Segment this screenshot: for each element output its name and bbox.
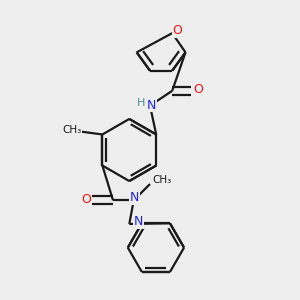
Text: H: H: [137, 98, 145, 108]
Text: CH₃: CH₃: [152, 176, 172, 185]
Text: O: O: [172, 24, 182, 37]
Text: O: O: [81, 193, 91, 206]
Text: CH₃: CH₃: [62, 125, 82, 135]
Text: N: N: [147, 98, 156, 112]
Text: N: N: [130, 191, 139, 204]
Text: O: O: [193, 83, 203, 96]
Text: N: N: [134, 215, 144, 228]
